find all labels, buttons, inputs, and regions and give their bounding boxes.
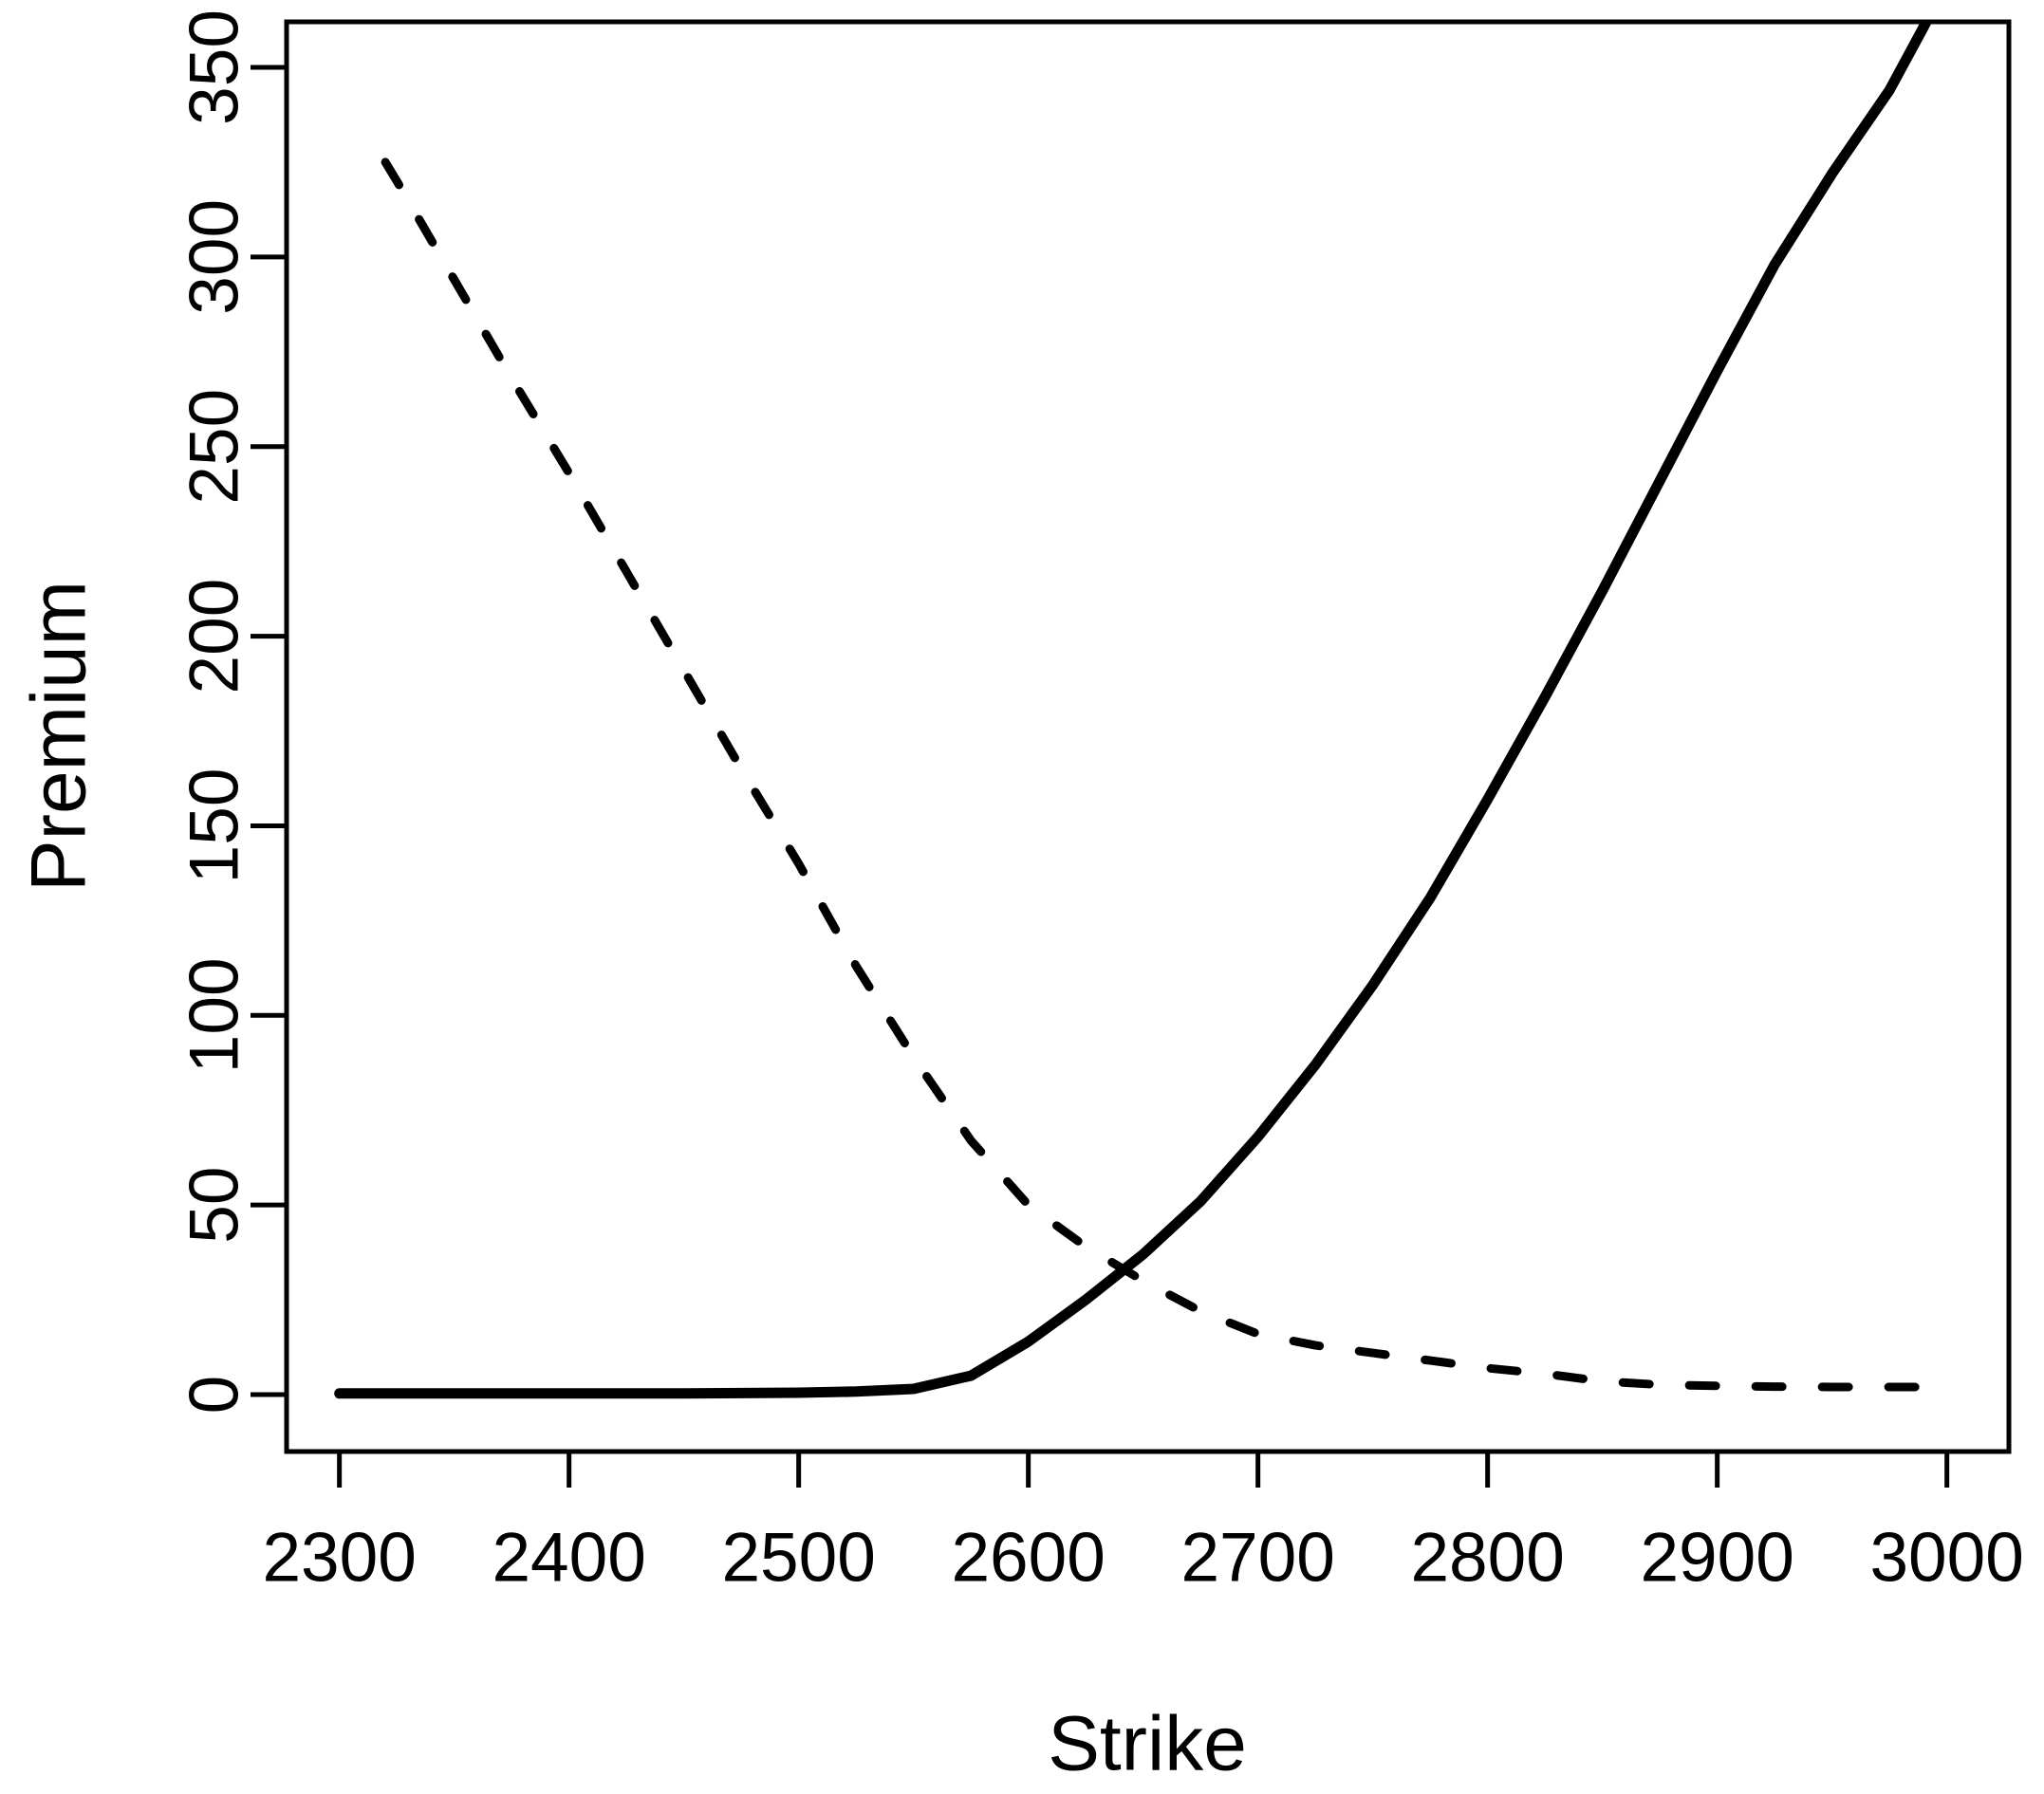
plot-box [284,19,2012,1454]
y-axis-label: Premium [16,581,102,892]
solid-line [334,22,1933,1399]
y-tick-label: 250 [177,389,253,505]
series-lines [334,22,1952,1399]
dashed-line [381,157,1952,1392]
x-tick-label: 2500 [721,1520,875,1597]
x-tick-label: 2800 [1410,1520,1564,1597]
y-tick-label: 0 [177,1376,253,1415]
x-tick-label: 2700 [1180,1520,1334,1597]
y-tick-label: 50 [177,1167,253,1244]
x-tick-label: 2300 [262,1520,416,1597]
x-tick-label: 2600 [951,1520,1105,1597]
x-tick-label: 2900 [1640,1520,1793,1597]
x-tick-label: 2400 [492,1520,645,1597]
y-tick-label: 350 [177,9,253,125]
x-axis: 2300 2400 2500 2600 2700 2800 2900 3000 [262,1452,2024,1597]
y-axis: 0 50 100 150 200 250 300 350 [177,9,287,1415]
y-tick-label: 150 [177,768,253,884]
y-tick-label: 200 [177,579,253,694]
x-tick-label: 3000 [1869,1520,2023,1597]
y-tick-label: 100 [177,957,253,1073]
y-tick-label: 300 [177,199,253,315]
x-axis-label: Strike [1048,1701,1247,1787]
